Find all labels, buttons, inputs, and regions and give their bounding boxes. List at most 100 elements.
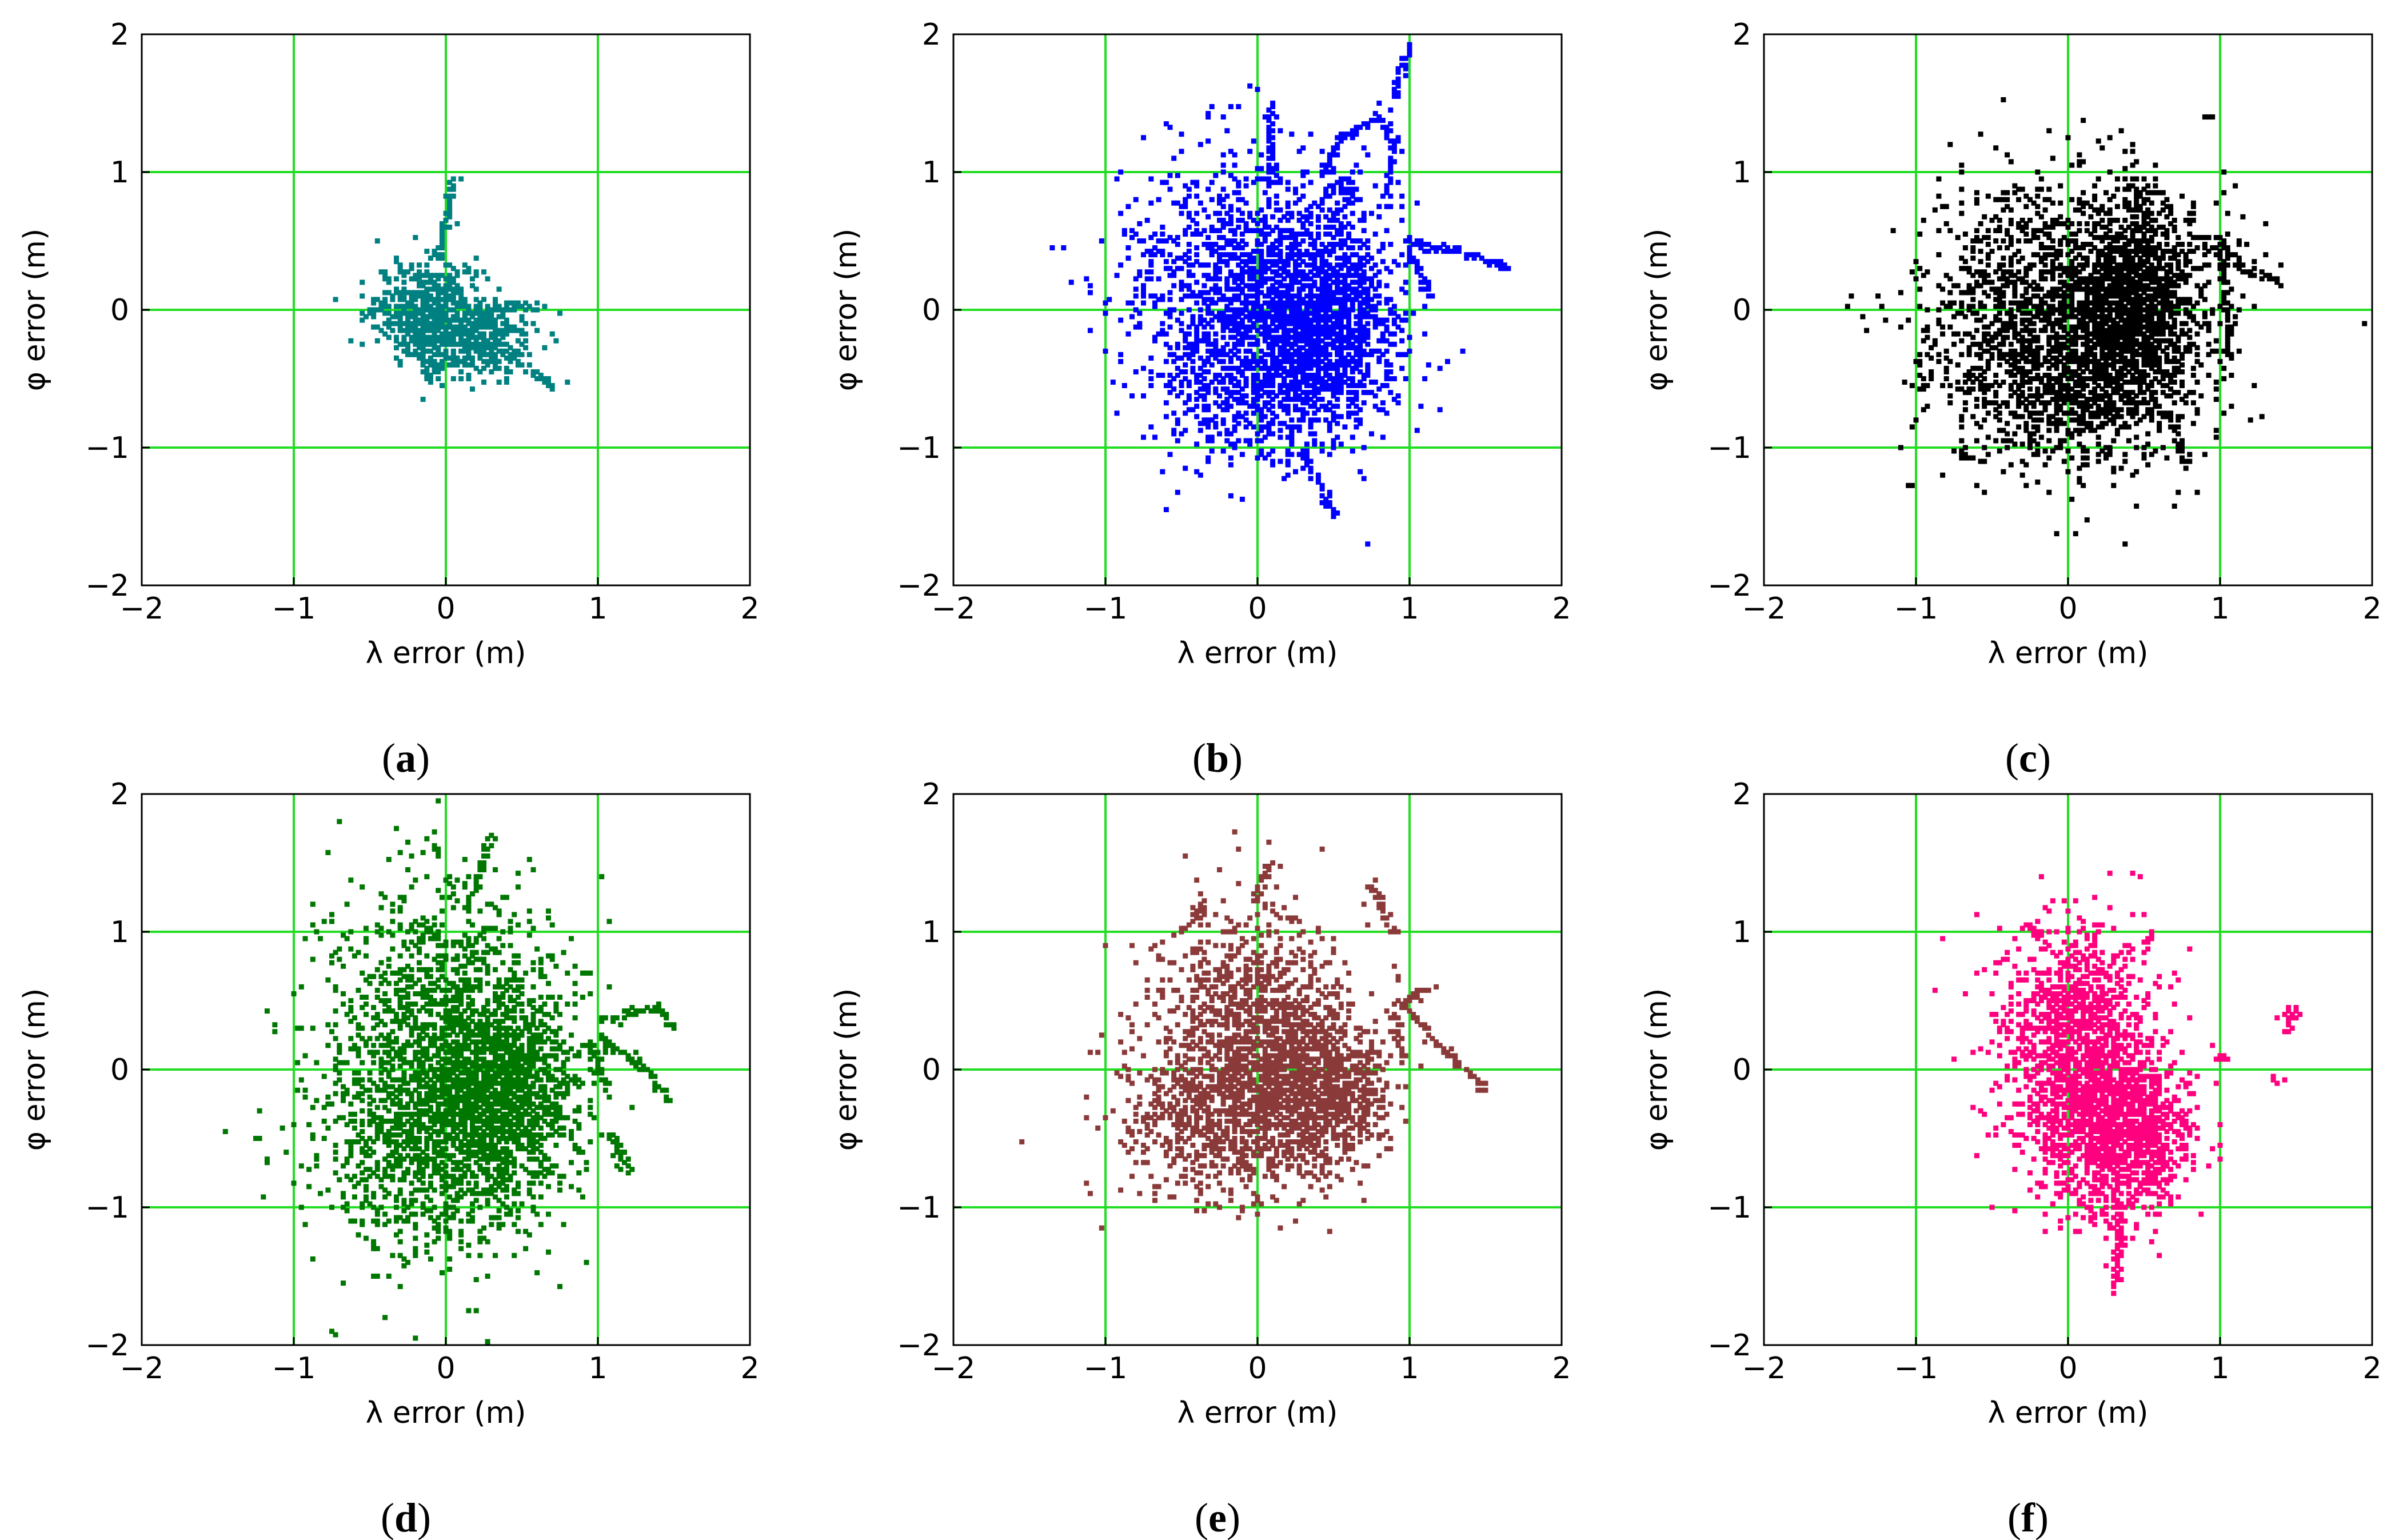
data-point bbox=[1997, 404, 2002, 409]
data-point bbox=[1236, 321, 1242, 326]
data-point bbox=[1323, 232, 1329, 237]
data-point bbox=[504, 348, 509, 354]
data-point bbox=[542, 345, 548, 350]
data-point bbox=[2202, 452, 2208, 457]
data-point bbox=[1331, 280, 1336, 285]
data-point bbox=[397, 324, 403, 330]
data-point bbox=[2145, 228, 2151, 233]
data-point bbox=[2190, 400, 2196, 406]
data-point bbox=[2103, 338, 2109, 344]
data-point bbox=[1342, 283, 1348, 289]
data-point bbox=[519, 304, 525, 309]
data-point bbox=[473, 273, 479, 278]
data-point bbox=[1350, 448, 1355, 454]
data-point bbox=[2084, 400, 2090, 406]
data-point bbox=[2027, 438, 2033, 444]
data-point bbox=[1206, 307, 1211, 313]
data-point bbox=[1243, 262, 1249, 268]
data-point bbox=[2141, 400, 2147, 406]
x-tick-label: 2 bbox=[740, 592, 759, 626]
data-point bbox=[481, 352, 486, 357]
data-point bbox=[2054, 365, 2059, 371]
data-point bbox=[1194, 210, 1200, 216]
data-point bbox=[436, 297, 441, 302]
data-point bbox=[1171, 269, 1177, 275]
data-point bbox=[2134, 249, 2139, 254]
data-point bbox=[1974, 197, 1979, 202]
data-point bbox=[2092, 293, 2098, 299]
data-point bbox=[397, 266, 403, 272]
data-point bbox=[2016, 400, 2022, 406]
data-point bbox=[2153, 290, 2158, 296]
data-point bbox=[439, 245, 445, 250]
data-point bbox=[1350, 397, 1355, 402]
data-point bbox=[1308, 179, 1314, 185]
data-point bbox=[2103, 297, 2109, 302]
data-point bbox=[2194, 235, 2200, 240]
data-point bbox=[2031, 355, 2037, 361]
data-point bbox=[450, 355, 456, 361]
data-point bbox=[1259, 314, 1264, 320]
data-point bbox=[1247, 328, 1253, 333]
data-point bbox=[2081, 428, 2086, 433]
data-point bbox=[2149, 266, 2154, 272]
data-point bbox=[2069, 348, 2075, 354]
data-point bbox=[1369, 266, 1374, 272]
data-point bbox=[1342, 238, 1348, 244]
data-point bbox=[496, 307, 502, 313]
data-point bbox=[2187, 310, 2193, 316]
data-point bbox=[2103, 373, 2109, 378]
data-point bbox=[2134, 242, 2139, 247]
data-point bbox=[1327, 297, 1332, 302]
data-point bbox=[428, 362, 433, 368]
data-point bbox=[1319, 482, 1325, 488]
data-point bbox=[2114, 283, 2120, 289]
data-point bbox=[2008, 217, 2014, 223]
data-point bbox=[1300, 283, 1306, 289]
data-point bbox=[1327, 352, 1332, 357]
data-point bbox=[1966, 390, 1972, 396]
data-point bbox=[2061, 293, 2067, 299]
data-point bbox=[454, 324, 460, 330]
data-point bbox=[1232, 162, 1238, 168]
data-point bbox=[1232, 256, 1238, 261]
data-point bbox=[2134, 290, 2139, 296]
data-point bbox=[450, 328, 456, 333]
data-point bbox=[1202, 417, 1207, 423]
data-point bbox=[371, 307, 377, 313]
data-point bbox=[1331, 169, 1336, 175]
data-point bbox=[2069, 221, 2075, 226]
data-point bbox=[1232, 428, 1238, 433]
data-point bbox=[1403, 376, 1408, 381]
data-point bbox=[2073, 280, 2078, 285]
data-point bbox=[2016, 197, 2022, 202]
data-point bbox=[1502, 262, 1507, 268]
data-point bbox=[2164, 373, 2170, 378]
data-point bbox=[2134, 300, 2139, 306]
data-point bbox=[2050, 328, 2055, 333]
data-point bbox=[1259, 249, 1264, 254]
data-point bbox=[1209, 297, 1215, 302]
data-point bbox=[1487, 262, 1492, 268]
data-point bbox=[2077, 321, 2082, 326]
data-point bbox=[2084, 297, 2090, 302]
data-point bbox=[1978, 273, 1983, 278]
data-point bbox=[1384, 186, 1390, 192]
data-point bbox=[1274, 200, 1279, 206]
data-point bbox=[473, 256, 479, 261]
data-point bbox=[1940, 472, 1946, 478]
data-point bbox=[1255, 314, 1260, 320]
data-point bbox=[2008, 410, 2014, 416]
data-point bbox=[477, 345, 483, 350]
data-point bbox=[2092, 197, 2098, 202]
data-point bbox=[443, 348, 449, 354]
data-point bbox=[1323, 352, 1329, 357]
data-point bbox=[1198, 142, 1203, 147]
data-point bbox=[2058, 421, 2063, 426]
data-point bbox=[1312, 441, 1318, 447]
data-point bbox=[2118, 352, 2124, 357]
data-point bbox=[1262, 404, 1268, 409]
data-point bbox=[1315, 324, 1321, 330]
data-point bbox=[1228, 252, 1234, 258]
data-point bbox=[1220, 345, 1226, 350]
